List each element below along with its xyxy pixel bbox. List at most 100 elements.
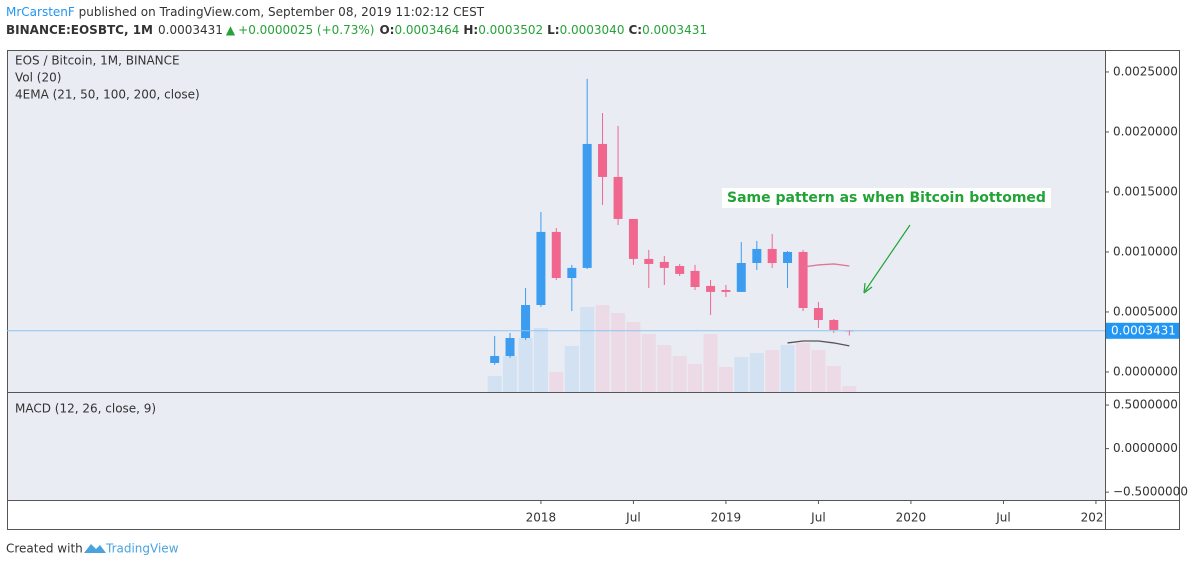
volume-bar — [842, 386, 857, 392]
low-key: L: — [547, 23, 559, 37]
open: 0.0003464 — [394, 23, 459, 37]
y-tick-label: 0.0010000 — [1113, 244, 1178, 258]
macd-tick-label: 0.5000000 — [1113, 398, 1178, 412]
candle-body — [567, 267, 577, 278]
volume-bar — [641, 334, 656, 392]
annotation: Same pattern as when Bitcoin bottomed — [722, 188, 1051, 294]
volume-bar — [703, 334, 718, 392]
candle-body — [752, 248, 762, 263]
candle-body — [690, 270, 700, 287]
volume-bar — [734, 357, 749, 392]
candle-body — [798, 251, 808, 308]
candle-body — [505, 338, 515, 356]
candle-body — [659, 261, 669, 268]
candle-body — [582, 143, 592, 268]
symbol-line: BINANCE:EOSBTC, 1M 0.0003431 ▲ +0.0000025 (… — [6, 23, 707, 37]
symbol: BINANCE:EOSBTC, 1M — [6, 23, 153, 37]
low: 0.0003040 — [560, 23, 625, 37]
published: published on TradingView.com, September … — [75, 5, 485, 19]
volume-bar — [780, 345, 795, 392]
y-tick-label: 0.0005000 — [1113, 304, 1178, 318]
price-axis: 0.0000000 0.0005000 0.0010000 0.0015000 0.00… — [1105, 64, 1188, 499]
candle-body — [675, 266, 685, 274]
x-tick-label: 2019 — [711, 511, 742, 525]
volume-bar — [796, 343, 811, 392]
annotation-arrow — [864, 224, 911, 292]
candle-body — [706, 285, 716, 292]
macd-label: MACD (12, 26, close, 9) — [15, 402, 156, 416]
candle-body — [644, 258, 654, 264]
open-key: O: — [379, 23, 394, 37]
annotation-text: Same pattern as when Bitcoin bottomed — [727, 190, 1046, 206]
volume-bar — [765, 350, 780, 392]
main-pane — [7, 50, 1105, 392]
tradingview-logo — [84, 544, 106, 553]
candle-body — [721, 290, 731, 292]
volume-bar — [626, 322, 641, 392]
indicator-label: 4EMA (21, 50, 100, 200, close) — [15, 88, 200, 102]
volume-bar — [672, 356, 687, 392]
volume-bar — [549, 372, 564, 392]
volume-bar — [718, 367, 733, 392]
time-axis: 2018 Jul 2019 Jul 2020 Jul 2021 — [526, 500, 1112, 525]
close-key: C: — [628, 23, 642, 37]
indicator-label: Vol (20) — [15, 71, 61, 85]
volume-bar — [518, 338, 533, 392]
x-tick-label: 2021 — [1081, 511, 1112, 525]
volume-bar — [487, 376, 502, 392]
candle-body — [783, 251, 793, 263]
x-tick-label: Jul — [810, 511, 825, 525]
ema-line — [802, 263, 850, 268]
author[interactable]: MrCarstenF — [6, 5, 75, 19]
volume-bar — [688, 364, 703, 392]
volume-bar — [580, 307, 595, 392]
last-price-tag — [1106, 322, 1179, 339]
candle-body — [628, 218, 638, 259]
main-plot — [7, 78, 1105, 392]
candle-body — [536, 231, 546, 305]
chart-title: EOS / Bitcoin, 1M, BINANCE — [15, 54, 180, 68]
candle-body — [829, 320, 839, 330]
volume-bar — [503, 356, 518, 392]
footer-brand[interactable]: TradingView — [105, 542, 179, 556]
change: +0.0000025 (+0.73%) — [238, 23, 374, 37]
last-price-label: 0.0003431 — [1111, 323, 1176, 337]
candle-body — [613, 176, 623, 219]
candle-body — [813, 308, 823, 320]
candle-body — [598, 143, 608, 177]
candle-body — [521, 305, 531, 338]
annotation-box — [722, 188, 1051, 208]
volume-bar — [826, 366, 841, 392]
x-tick-label: Jul — [995, 511, 1010, 525]
ema-line — [787, 340, 850, 347]
macd-pane — [7, 392, 1105, 500]
macd-tick-label: 0.0000000 — [1113, 441, 1178, 455]
chart-frame — [7, 50, 1180, 530]
x-tick-label: Jul — [625, 511, 640, 525]
close: 0.0003431 — [642, 23, 707, 37]
candle-body — [736, 263, 746, 292]
up-arrow: ▲ — [226, 23, 236, 37]
high: 0.0003502 — [478, 23, 543, 37]
volume-bar — [533, 328, 548, 392]
header-line: MrCarstenF published on TradingView.com,… — [6, 5, 485, 19]
x-tick-label: 2020 — [896, 511, 927, 525]
volume-bar — [749, 353, 764, 392]
volume-bar — [657, 345, 672, 392]
arrow-head — [863, 282, 873, 294]
price: 0.0003431 — [158, 23, 223, 37]
macd-tick-label: −0.5000000 — [1113, 485, 1188, 499]
y-tick-label: 0.0000000 — [1113, 364, 1178, 378]
candle-body — [767, 248, 777, 263]
footer-created: Created with — [6, 542, 83, 556]
y-tick-label: 0.0025000 — [1113, 64, 1178, 78]
y-tick-label: 0.0015000 — [1113, 184, 1178, 198]
y-tick-label: 0.0020000 — [1113, 124, 1178, 138]
volume-bar — [811, 350, 826, 392]
volume-bar — [611, 313, 626, 392]
candle-body — [551, 231, 561, 278]
x-tick-label: 2018 — [526, 511, 557, 525]
volume-bar — [595, 305, 610, 392]
candle-body — [490, 356, 500, 363]
